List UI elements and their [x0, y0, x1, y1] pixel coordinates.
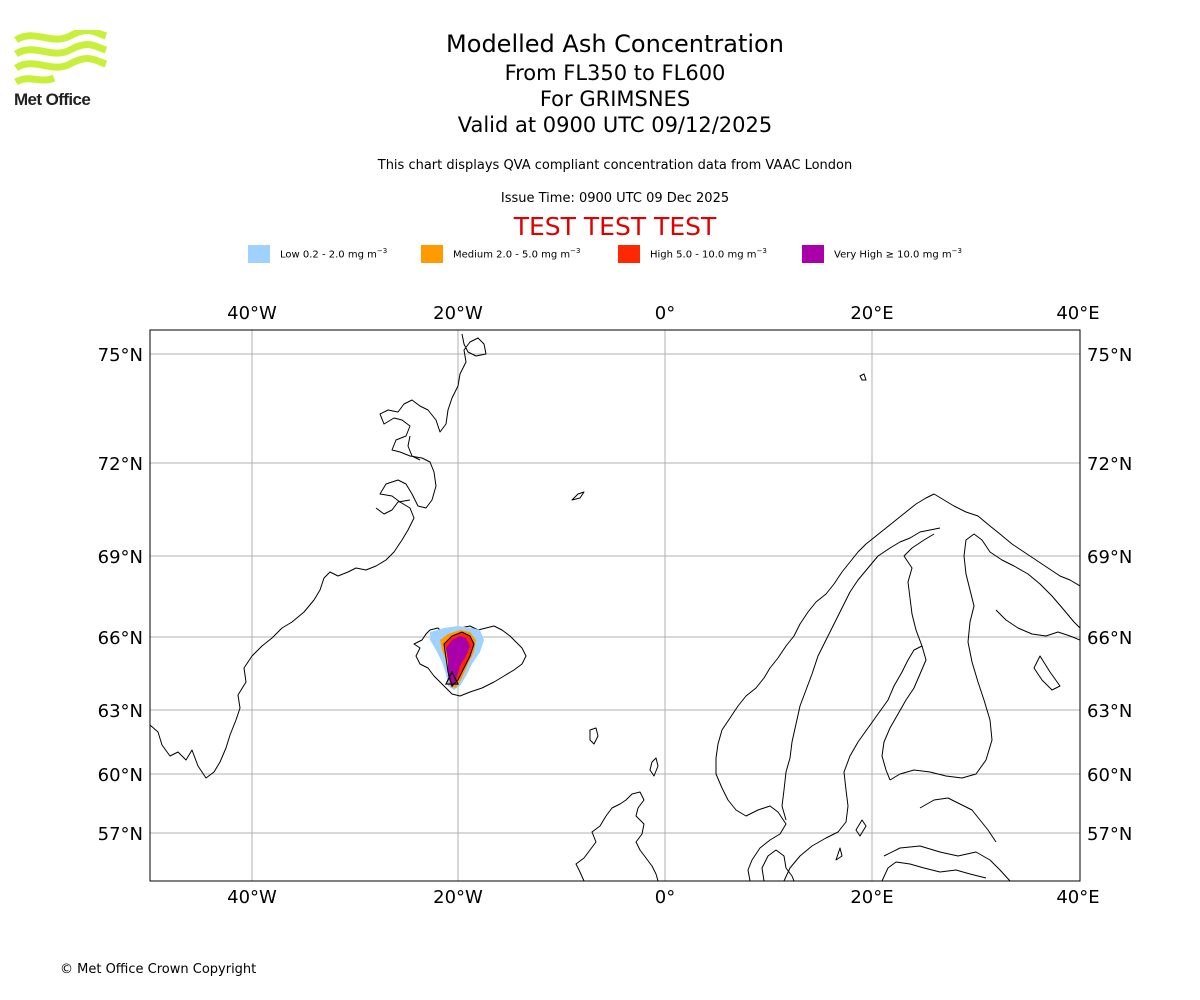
brand-name: Met Office: [14, 90, 91, 109]
bottom-lon-label: 40°E: [1056, 887, 1099, 908]
flight-levels: From FL350 to FL600: [504, 61, 726, 85]
left-lat-label: 63°N: [98, 701, 143, 722]
legend-label-very-high: Very High ≥ 10.0 mg m: [834, 249, 952, 261]
coastline-sweden-east: [783, 645, 927, 881]
top-lon-label: 0°: [655, 303, 675, 324]
left-lat-label: 66°N: [98, 628, 143, 649]
legend-swatch-low: [248, 245, 270, 263]
left-lat-label: 75°N: [98, 345, 143, 366]
right-lat-label: 57°N: [1087, 824, 1132, 845]
border-finland-sweden: [903, 533, 935, 647]
top-lon-label: 40°W: [227, 303, 277, 324]
coastline-greenland-fjord: [375, 499, 411, 515]
right-lat-label: 75°N: [1087, 345, 1132, 366]
coastline-jan-mayen: [571, 491, 585, 501]
coastline-latvia: [881, 861, 987, 881]
ash-map: 40°W 20°W 0° 20°E 40°E 40°W 20°W 0° 20°E…: [98, 303, 1133, 908]
gridlines: [150, 330, 1080, 881]
bottom-lon-label: 40°W: [227, 887, 277, 908]
legend-label-high: High 5.0 - 10.0 mg m: [650, 249, 757, 261]
right-lat-label: 72°N: [1087, 454, 1132, 475]
issue-time: Issue Time: 0900 UTC 09 Dec 2025: [500, 191, 730, 206]
coastline-bear-island: [859, 373, 867, 381]
met-office-logo: Met Office: [14, 27, 108, 112]
legend-item-medium: Medium 2.0 - 5.0 mg m−3: [421, 244, 580, 264]
met-office-waves-icon: [14, 27, 108, 86]
legend-item-high: High 5.0 - 10.0 mg m−3: [618, 244, 767, 264]
coastline-greenland: [150, 333, 487, 779]
coastline-iceland: [413, 625, 527, 697]
chart-titles: Modelled Ash Concentration From FL350 to…: [0, 28, 1200, 138]
coastline-finland: [889, 533, 1080, 781]
top-lon-label: 40°E: [1056, 303, 1099, 324]
top-lon-label: 20°E: [850, 303, 893, 324]
test-banner: TEST TEST TEST: [513, 212, 717, 241]
bottom-lon-label: 20°W: [433, 887, 483, 908]
left-lat-label: 60°N: [98, 765, 143, 786]
coastline-baltic: [883, 845, 1011, 881]
legend-label-medium: Medium 2.0 - 5.0 mg m: [453, 249, 571, 261]
coastline-faroes: [589, 727, 599, 745]
right-lat-label: 66°N: [1087, 628, 1132, 649]
ash-very-high: [446, 636, 470, 688]
legend-swatch-very-high: [802, 245, 824, 263]
legend-swatch-medium: [421, 245, 443, 263]
coastline-scandinavia: [715, 493, 1080, 881]
volcano-name: For GRIMSNES: [539, 87, 691, 111]
right-lat-label: 69°N: [1087, 547, 1132, 568]
coastline-shetland: [649, 757, 659, 777]
legend-item-low: Low 0.2 - 2.0 mg m−3: [248, 244, 387, 264]
left-lat-label: 69°N: [98, 547, 143, 568]
coastline-greenland-inner: [407, 435, 421, 461]
volcano-marker: [445, 670, 459, 685]
coastline-gotland: [855, 819, 867, 837]
ash-outline: [443, 631, 475, 687]
coastline-kola: [995, 609, 1080, 641]
coastline-denmark: [761, 849, 795, 881]
ash-plume: [430, 626, 484, 690]
legend-label-low: Low 0.2 - 2.0 mg m: [280, 249, 377, 261]
coastline-scotland: [575, 791, 659, 881]
coastline-oland: [835, 847, 843, 861]
left-lat-label: 72°N: [98, 454, 143, 475]
legend-swatch-high: [618, 245, 640, 263]
bottom-lon-label: 20°E: [850, 887, 893, 908]
legend: Low 0.2 - 2.0 mg m−3 Medium 2.0 - 5.0 mg…: [0, 244, 1200, 264]
chart-title: Modelled Ash Concentration: [446, 30, 784, 58]
coastline-estonia: [919, 797, 997, 843]
right-lat-label: 63°N: [1087, 701, 1132, 722]
top-lon-label: 20°W: [433, 303, 483, 324]
bottom-lon-label: 0°: [655, 887, 675, 908]
legend-item-very-high: Very High ≥ 10.0 mg m−3: [802, 244, 962, 264]
right-lat-label: 60°N: [1087, 765, 1132, 786]
left-lat-label: 57°N: [98, 824, 143, 845]
map-frame: [149, 329, 1081, 882]
chart-subtitle: This chart displays QVA compliant concen…: [377, 158, 853, 173]
valid-time: Valid at 0900 UTC 09/12/2025: [457, 113, 773, 137]
coastline-white-sea: [1033, 655, 1061, 691]
copyright: © Met Office Crown Copyright: [60, 962, 257, 977]
border-norway-sweden: [781, 527, 941, 821]
